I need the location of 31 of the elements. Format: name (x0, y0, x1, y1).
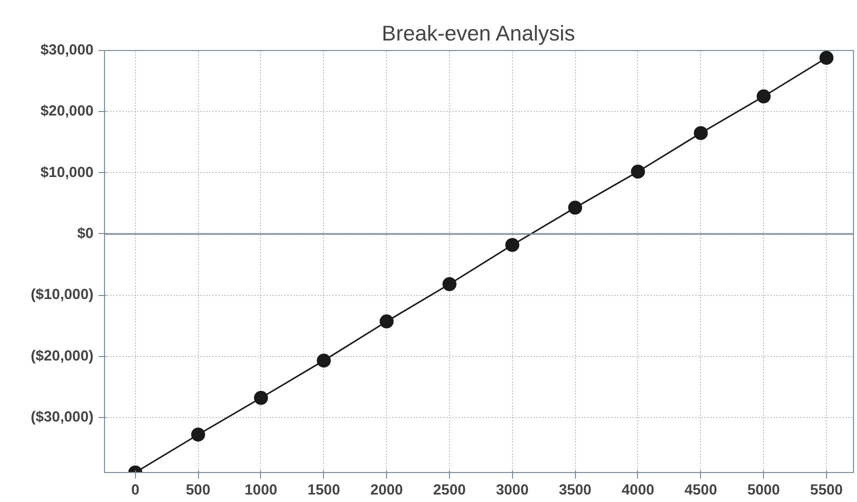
point (254, 390, 268, 405)
point (694, 126, 708, 140)
y-tick-label: ($30,000) (30, 409, 94, 426)
x-tick-label: 2500 (433, 482, 466, 498)
y-tick-label: $30,000 (40, 42, 94, 58)
point (819, 50, 834, 65)
point (442, 277, 456, 292)
point (505, 238, 520, 252)
point (630, 164, 645, 179)
x-tick-label: 4500 (684, 482, 718, 498)
point (568, 200, 582, 215)
y-tick-label: ($10,000) (30, 287, 94, 304)
point (756, 89, 771, 104)
x-tick-label: 3500 (558, 482, 592, 498)
x-tick-label: 1000 (244, 482, 278, 498)
point (191, 428, 206, 442)
y-tick-label: ($20,000) (30, 348, 94, 364)
chart-title: Break-even Analysis (382, 22, 576, 46)
x-tick-label: 500 (186, 482, 210, 498)
x-tick-label: 1500 (307, 482, 340, 498)
y-tick-label: $10,000 (40, 164, 94, 181)
point (380, 314, 394, 328)
x-tick-label: 3000 (496, 482, 529, 498)
x-tick-label: 0 (131, 482, 140, 498)
y-tick-label: $20,000 (40, 104, 94, 120)
x-tick-label: 5000 (747, 482, 780, 498)
y-tick-label: $0 (77, 226, 94, 242)
x-tick-label: 2000 (370, 482, 403, 498)
x-tick-label: 4000 (622, 482, 654, 498)
x-tick-label: 5500 (810, 482, 843, 498)
point (316, 354, 331, 368)
